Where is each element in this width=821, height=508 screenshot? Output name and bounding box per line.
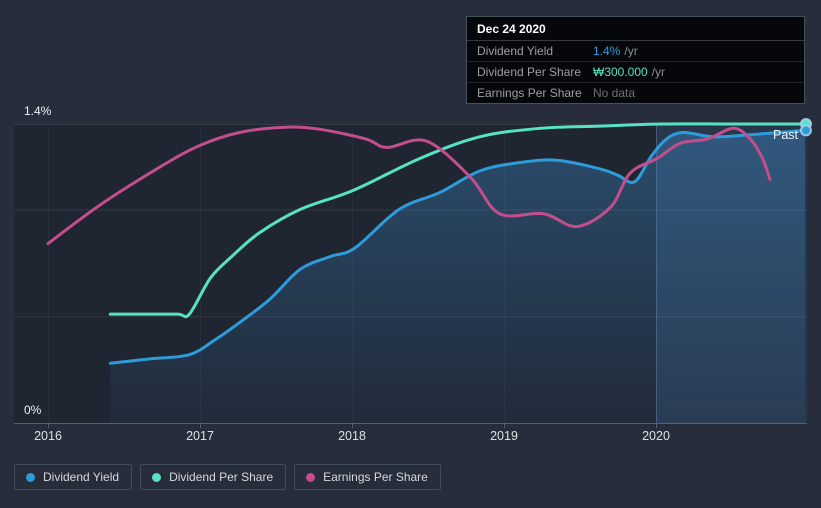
- tooltip-row-earnings-per-share: Earnings Per Share No data: [467, 82, 804, 103]
- dividend-per-share-dot-icon: [152, 472, 162, 482]
- x-tick-label: 2020: [642, 429, 670, 443]
- legend-item-label: Dividend Per Share: [169, 470, 274, 484]
- tooltip: Dec 24 2020 Dividend Yield 1.4%/yr Divid…: [466, 16, 805, 104]
- past-label: Past: [772, 128, 798, 142]
- tooltip-value: 1.4%/yr: [593, 44, 638, 58]
- x-tick-label: 2016: [34, 429, 62, 443]
- y-axis-max-label: 1.4%: [24, 104, 52, 118]
- legend-item-label: Dividend Yield: [43, 470, 120, 484]
- tooltip-row-dividend-yield: Dividend Yield 1.4%/yr: [467, 41, 804, 61]
- dividend-yield-dot-icon: [26, 472, 35, 482]
- tooltip-date: Dec 24 2020: [467, 17, 804, 41]
- tooltip-row-dividend-per-share: Dividend Per Share ₩300.000/yr: [467, 61, 804, 82]
- legend-item-label: Earnings Per Share: [323, 470, 428, 484]
- legend-item-dividend-per-share[interactable]: Dividend Per Share: [140, 464, 287, 490]
- x-tick-label: 2017: [186, 429, 214, 443]
- tooltip-label: Earnings Per Share: [477, 86, 582, 100]
- x-tick-label: 2018: [338, 429, 366, 443]
- tooltip-value: ₩300.000/yr: [593, 65, 666, 79]
- x-tick-label: 2019: [490, 429, 518, 443]
- legend-item-dividend-yield[interactable]: Dividend Yield: [14, 464, 133, 490]
- legend-item-earnings-per-share[interactable]: Earnings Per Share: [294, 464, 441, 490]
- tooltip-value: No data: [593, 86, 636, 100]
- legend: Dividend Yield Dividend Per Share Earnin…: [14, 464, 441, 490]
- tooltip-label: Dividend Per Share: [477, 65, 582, 79]
- tooltip-label: Dividend Yield: [477, 44, 554, 58]
- y-axis-zero-label: 0%: [24, 403, 42, 417]
- earnings-per-share-dot-icon: [306, 472, 316, 482]
